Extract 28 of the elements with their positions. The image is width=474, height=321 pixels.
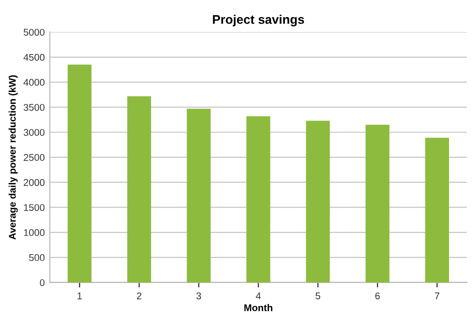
y-tick-label: 4500 xyxy=(24,54,45,61)
y-tick-label: 2500 xyxy=(24,154,45,161)
x-tick-label: 4 xyxy=(256,292,261,300)
y-tick-label: 3500 xyxy=(24,104,45,111)
y-tick-label: 5000 xyxy=(24,28,45,36)
y-axis-title: Average daily power reduction (kW) xyxy=(8,75,18,240)
y-tick-label: 500 xyxy=(29,254,45,262)
bar xyxy=(366,124,390,282)
x-tick-label: 6 xyxy=(375,292,380,300)
y-tick-label: 3000 xyxy=(24,128,45,136)
bar xyxy=(306,120,330,282)
x-tick-label: 7 xyxy=(434,292,440,300)
bar xyxy=(127,96,152,282)
y-tick-label: 1500 xyxy=(24,204,45,211)
x-tick-label: 5 xyxy=(316,292,320,300)
x-tick-label: 3 xyxy=(196,292,202,300)
y-tick-label: 1000 xyxy=(24,229,45,236)
x-tick-label: 1 xyxy=(78,292,82,300)
x-tick-label: 2 xyxy=(136,292,142,300)
bar xyxy=(68,64,92,282)
y-tick-label: 0 xyxy=(40,279,45,286)
bar xyxy=(186,108,211,282)
bar xyxy=(246,116,270,282)
bar xyxy=(425,138,450,282)
y-tick-label: 4000 xyxy=(24,78,45,86)
y-tick-label: 2000 xyxy=(24,179,45,186)
chart-title: Project savings xyxy=(212,14,304,26)
x-axis-title: Month xyxy=(244,304,272,312)
